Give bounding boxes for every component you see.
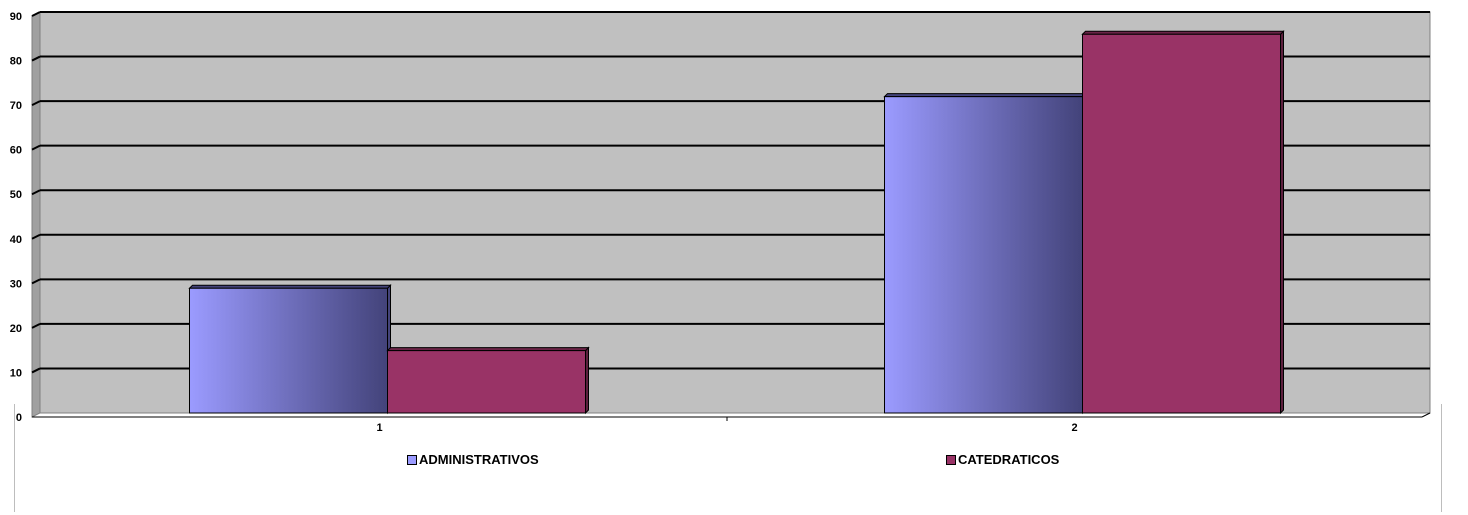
bar-administrativos-2 (883, 92, 1087, 415)
gridline-depth (31, 278, 41, 285)
gridline-depth (31, 100, 41, 107)
gridline-depth (31, 189, 41, 196)
y-tick-label: 20 (10, 323, 22, 335)
legend-area (14, 404, 1442, 512)
legend-label-administrativos: ADMINISTRATIVOS (419, 452, 539, 467)
gridline-depth (31, 367, 41, 374)
gridline-depth (31, 233, 41, 240)
bar-front-face (387, 350, 586, 414)
gridline-depth (31, 55, 41, 62)
legend-swatch-catedraticos (946, 454, 956, 465)
y-tick-label: 0 (16, 412, 22, 424)
y-tick-label: 30 (10, 278, 22, 290)
gridline-depth (31, 144, 41, 151)
legend-item-catedraticos: CATEDRATICOS (946, 452, 1059, 467)
bars (188, 30, 1285, 415)
legend-swatch-administrativos (407, 454, 417, 465)
y-tick-label: 90 (10, 11, 22, 23)
bar-front-face (884, 96, 1083, 414)
gridline-depth (31, 322, 41, 329)
legend-item-administrativos: ADMINISTRATIVOS (407, 452, 539, 467)
x-tick-label: 1 (376, 422, 382, 434)
bar-administrativos-1 (188, 284, 392, 415)
gridline-depth (31, 11, 41, 17)
plot-side-wall (31, 11, 41, 418)
bar-catedraticos-2 (1081, 30, 1285, 415)
bar-front-face (189, 287, 388, 414)
x-tick-label: 2 (1071, 422, 1077, 434)
legend-label-catedraticos: CATEDRATICOS (958, 452, 1060, 467)
bar-catedraticos-1 (386, 346, 590, 415)
y-tick-label: 40 (10, 234, 22, 246)
y-tick-label: 70 (10, 100, 22, 112)
bar-front-face (1082, 33, 1281, 414)
y-axis-ticks: 0 10 20 30 40 50 60 70 80 90 (10, 11, 22, 424)
y-tick-label: 80 (10, 56, 22, 68)
y-tick-label: 60 (10, 145, 22, 157)
y-tick-label: 10 (10, 367, 22, 379)
floor-edge (1421, 412, 1431, 418)
y-tick-label: 50 (10, 189, 22, 201)
